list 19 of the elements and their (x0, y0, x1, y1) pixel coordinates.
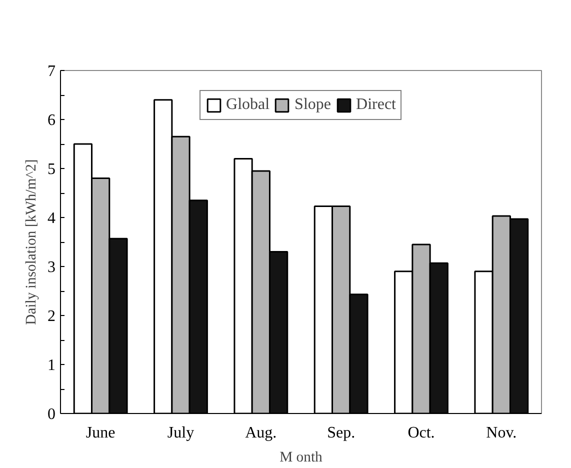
y-tick-label: 6 (48, 112, 56, 129)
legend-label: Direct (356, 96, 396, 114)
x-tick-label: Nov. (486, 424, 517, 442)
x-tick-label: Oct. (408, 424, 435, 442)
x-tick-label: June (86, 424, 116, 442)
legend-label: Global (226, 96, 270, 114)
y-tick-label: 1 (48, 357, 56, 374)
y-tick-label: 4 (48, 210, 56, 227)
x-axis-title: M onth (280, 450, 324, 466)
y-tick-label: 3 (48, 259, 56, 276)
y-axis-title: Daily insolation [kWh/m^2] (24, 159, 40, 325)
y-tick-label: 7 (48, 63, 56, 80)
legend-label: Slope (294, 96, 332, 114)
x-tick-label: Sep. (327, 424, 356, 442)
x-tick-label: Aug. (245, 424, 277, 442)
y-tick-label: 5 (48, 161, 56, 178)
x-tick-label: July (167, 424, 194, 442)
y-tick-label: 2 (48, 308, 56, 325)
y-tick-label: 0 (48, 406, 56, 423)
